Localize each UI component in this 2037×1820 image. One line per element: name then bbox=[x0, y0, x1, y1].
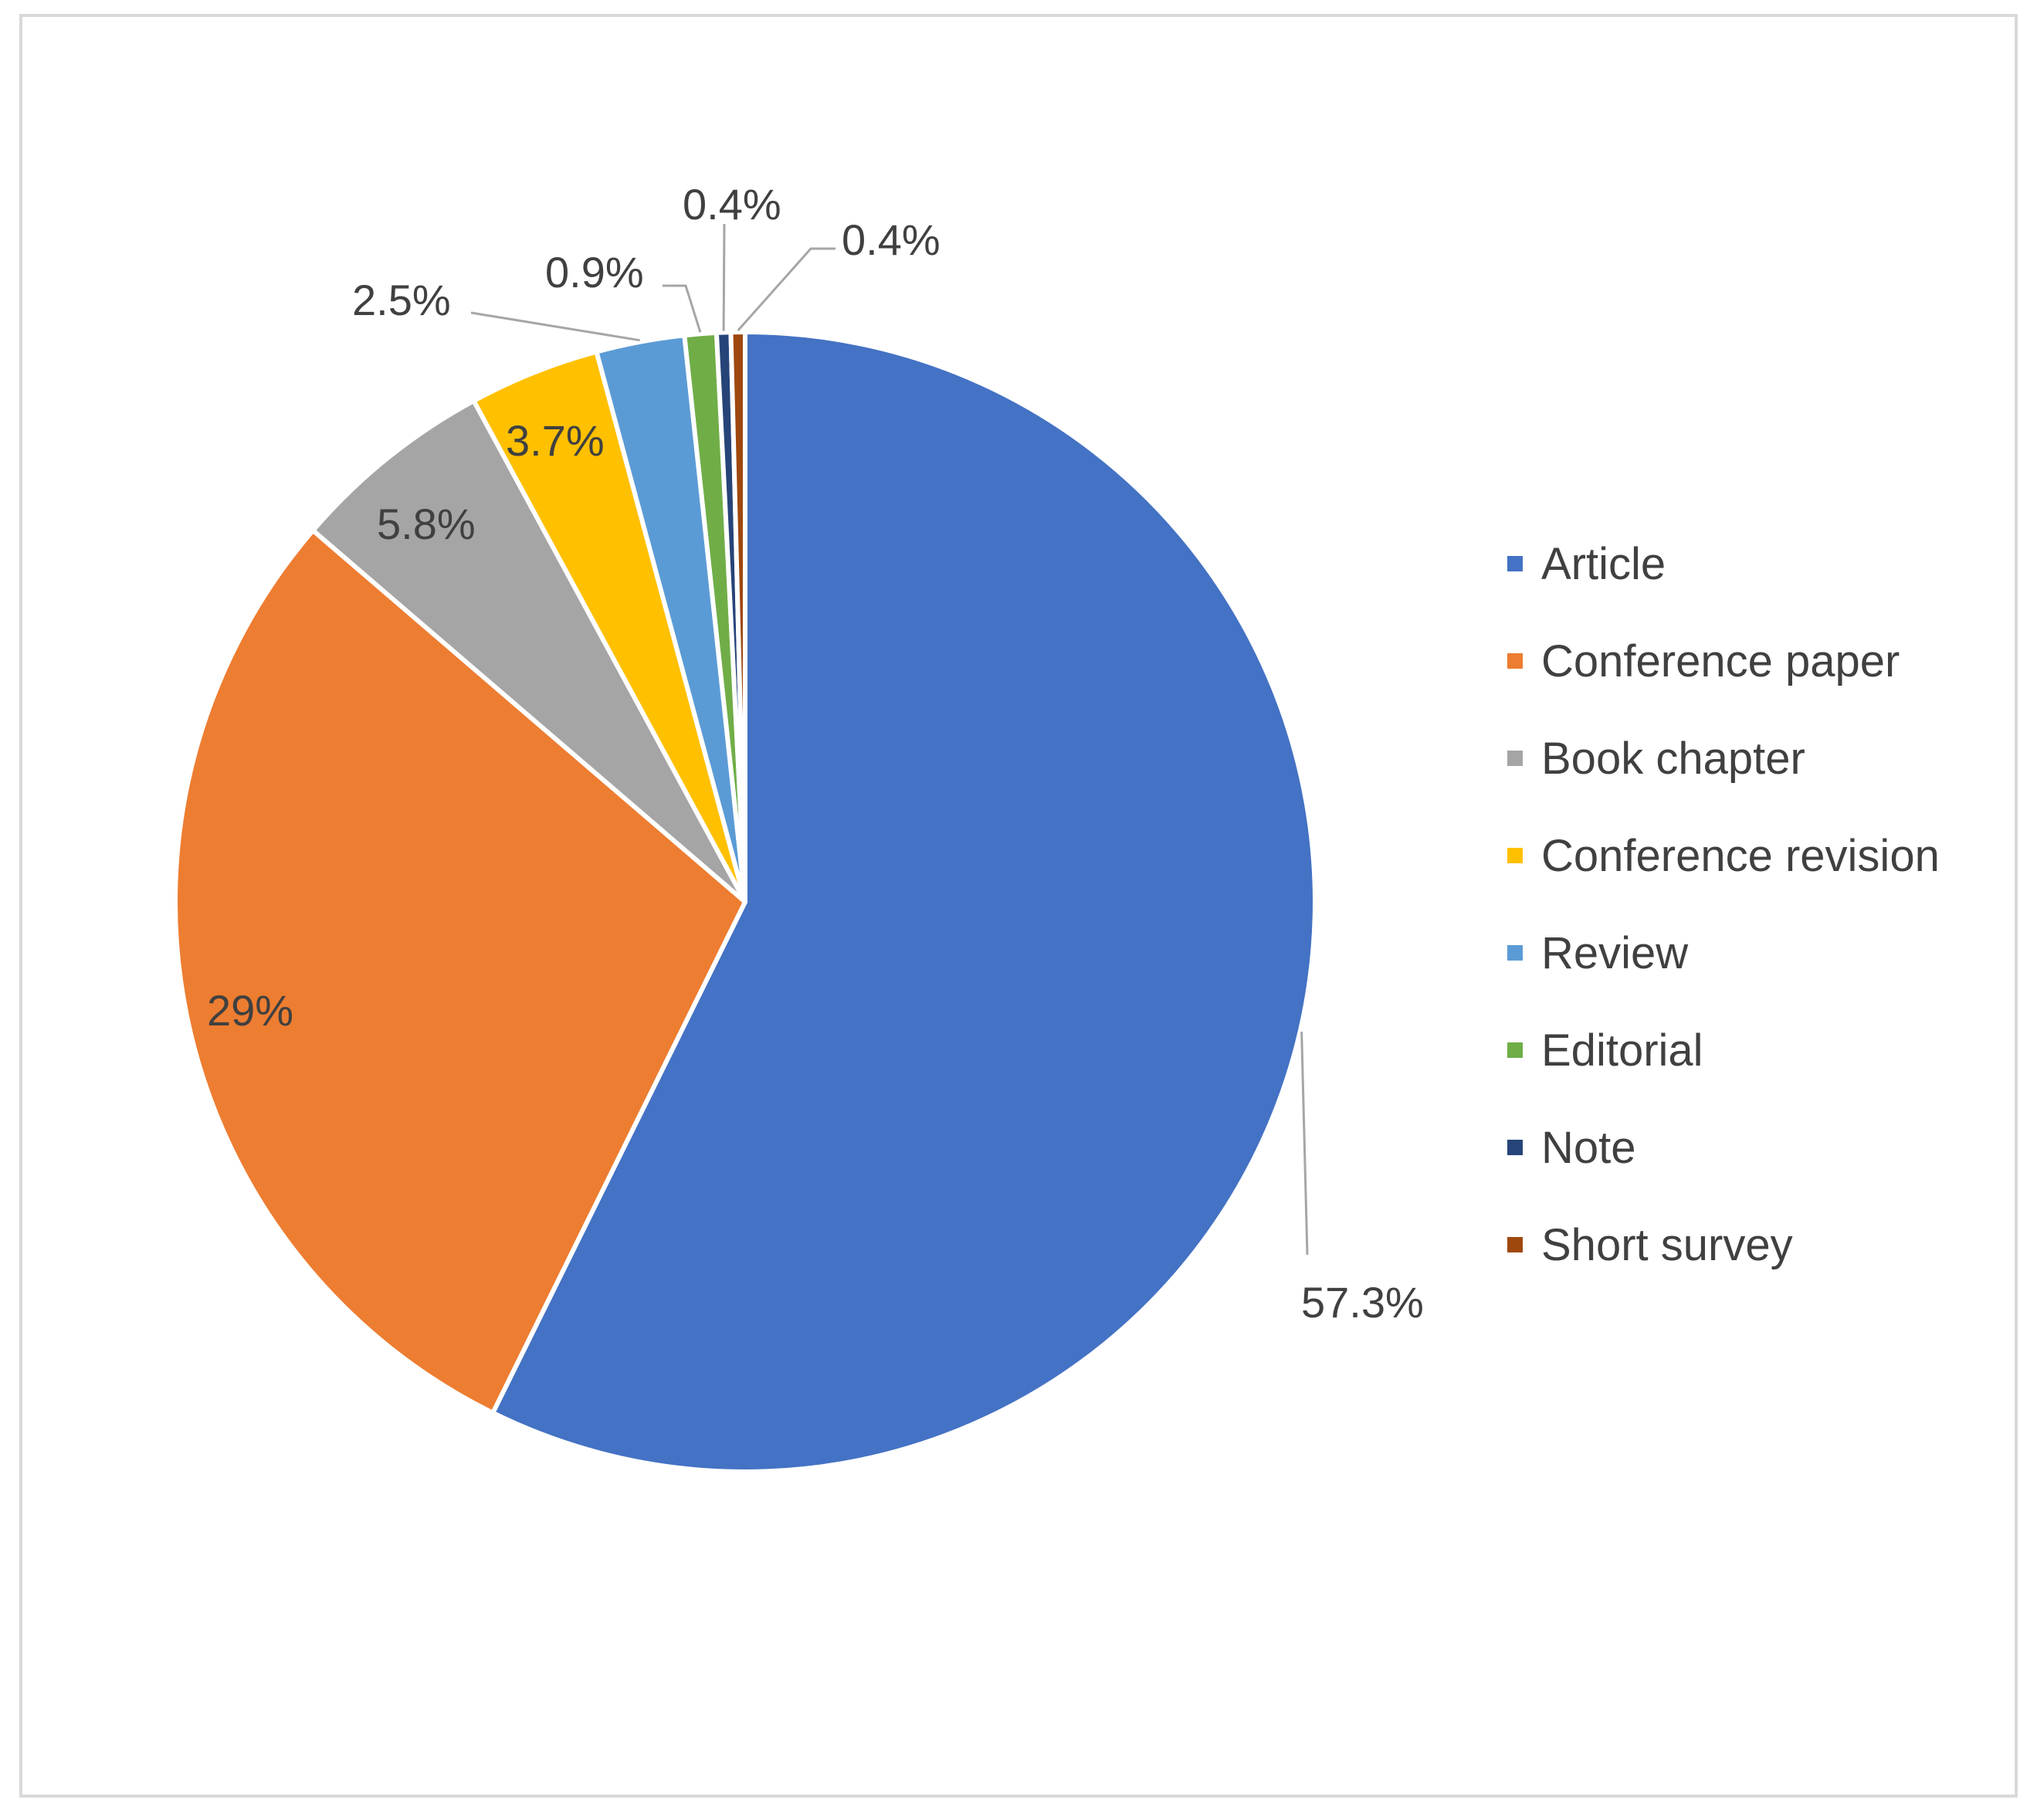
legend-label-book-chapter: Book chapter bbox=[1541, 734, 1805, 784]
chart-legend: Article Conference paper Book chapter Co… bbox=[1507, 539, 1940, 1270]
pie-slice-book-chapter bbox=[310, 398, 747, 904]
pie-slice-short-survey bbox=[728, 330, 747, 904]
data-label-conference-revision: 3.7% bbox=[506, 416, 605, 465]
legend-label-short-survey: Short survey bbox=[1541, 1220, 1793, 1270]
leader-line-article bbox=[1300, 1032, 1309, 1256]
legend-swatch-conference-revision bbox=[1507, 848, 1523, 863]
legend-item-conference-paper: Conference paper bbox=[1507, 636, 1900, 686]
leader-line-review bbox=[470, 311, 640, 342]
legend-label-article: Article bbox=[1541, 539, 1666, 589]
legend-label-note: Note bbox=[1541, 1123, 1636, 1173]
data-label-article: 57.3% bbox=[1301, 1278, 1424, 1327]
legend-swatch-review bbox=[1507, 945, 1523, 961]
legend-item-conference-revision: Conference revision bbox=[1507, 831, 1940, 881]
data-label-short-survey: 0.4% bbox=[842, 215, 941, 264]
pie-slices bbox=[173, 330, 1317, 1474]
legend-item-editorial: Editorial bbox=[1507, 1025, 1703, 1076]
legend-swatch-note bbox=[1507, 1140, 1523, 1155]
legend-item-book-chapter: Book chapter bbox=[1507, 734, 1805, 784]
leader-line-short-survey bbox=[737, 247, 835, 332]
legend-label-review: Review bbox=[1541, 928, 1689, 978]
pie-slice-conference-paper bbox=[173, 527, 747, 1415]
legend-swatch-short-survey bbox=[1507, 1237, 1523, 1252]
legend-swatch-article bbox=[1507, 556, 1523, 571]
data-label-editorial: 0.9% bbox=[545, 248, 644, 297]
legend-swatch-editorial bbox=[1507, 1042, 1523, 1058]
legend-swatch-book-chapter bbox=[1507, 751, 1523, 766]
legend-label-editorial: Editorial bbox=[1541, 1025, 1703, 1076]
data-labels: 57.3% 29% 5.8% 3.7% 2.5% 0.9% 0.4% 0.4% bbox=[207, 180, 1424, 1327]
data-label-book-chapter: 5.8% bbox=[377, 500, 476, 548]
legend-item-review: Review bbox=[1507, 928, 1689, 978]
data-label-review: 2.5% bbox=[352, 276, 451, 324]
data-label-note: 0.4% bbox=[683, 180, 781, 229]
legend-label-conference-revision: Conference revision bbox=[1541, 831, 1940, 881]
legend-item-short-survey: Short survey bbox=[1507, 1220, 1793, 1270]
legend-item-note: Note bbox=[1507, 1123, 1636, 1173]
leader-line-editorial bbox=[663, 284, 702, 333]
data-label-conference-paper: 29% bbox=[207, 986, 293, 1035]
legend-label-conference-paper: Conference paper bbox=[1541, 636, 1900, 686]
leader-lines bbox=[470, 223, 1309, 1256]
legend-item-article: Article bbox=[1507, 539, 1666, 589]
pie-slice-article bbox=[490, 330, 1317, 1474]
legend-swatch-conference-paper bbox=[1507, 653, 1523, 669]
